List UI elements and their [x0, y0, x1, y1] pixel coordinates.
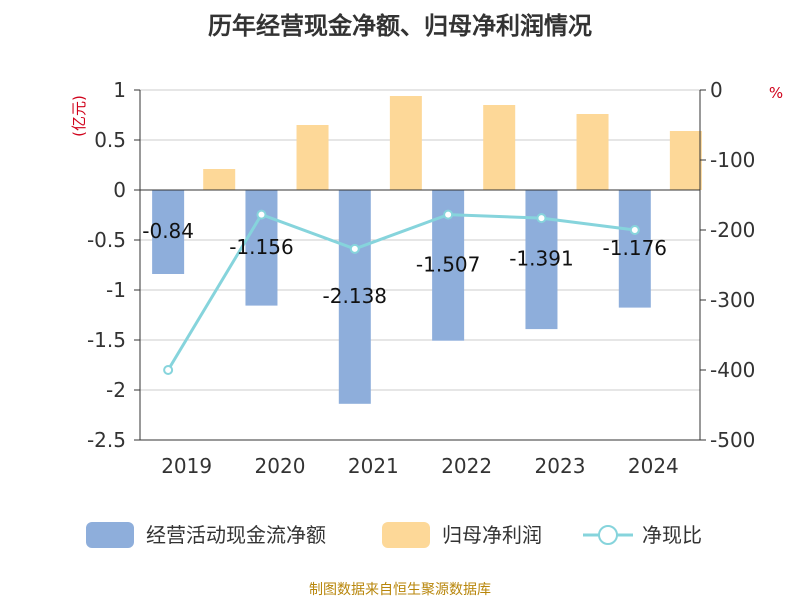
x-tick-label: 2019: [161, 454, 212, 478]
bar-net-profit: [296, 125, 329, 190]
tick-labels: 1 0.5 0 -0.5 -1 -1.5 -2 -2.5 0 -100 -200 -300 -400 -5…: [87, 78, 755, 478]
ratio-point: [629, 225, 640, 235]
bar-operating-cashflow: [338, 190, 371, 404]
cashflow-data-label: -0.84: [142, 219, 194, 243]
ratio-point: [163, 365, 174, 375]
legend-label-ratio: 净现比: [642, 523, 702, 547]
right-tick-label: -500: [710, 428, 755, 452]
bar-operating-cashflow: [152, 190, 185, 274]
left-tick-label: -2.5: [87, 428, 126, 452]
legend-label-profit: 归母净利润: [442, 523, 542, 547]
left-tick-label: 1: [113, 78, 126, 102]
left-tick-label: 0: [113, 178, 126, 202]
left-tick-label: 0.5: [94, 128, 126, 152]
right-tick-label: -300: [710, 288, 755, 312]
cashflow-data-label: -2.138: [323, 284, 387, 308]
bar-operating-cashflow: [245, 190, 278, 306]
left-tick-label: -1.5: [87, 328, 126, 352]
data-source-note: 制图数据来自恒生聚源数据库: [309, 582, 491, 598]
data-labels: -0.84 -1.156 -2.138 -1.507 -1.391 -1.176: [142, 219, 667, 308]
legend-swatch-cashflow: [86, 522, 134, 548]
x-tick-label: 2023: [535, 454, 586, 478]
right-tick-label: -100: [710, 148, 755, 172]
bar-net-profit: [576, 114, 609, 190]
right-tick-label: 0: [710, 78, 723, 102]
cashflow-data-label: -1.176: [603, 236, 667, 260]
bar-operating-cashflow: [618, 190, 651, 308]
ratio-point: [443, 209, 454, 220]
left-tick-label: -2: [106, 378, 126, 402]
chart-title: 历年经营现金净额、归母净利润情况: [208, 12, 592, 40]
legend: 经营活动现金流净额 归母净利润 净现比: [86, 522, 702, 548]
legend-marker-ratio: [598, 525, 618, 545]
right-tick-label: -400: [710, 358, 755, 382]
x-tick-label: 2020: [255, 454, 306, 478]
x-tick-label: 2021: [348, 454, 399, 478]
right-tick-label: -200: [710, 218, 755, 242]
right-axis-unit: %: [769, 84, 783, 102]
left-tick-label: -0.5: [87, 228, 126, 252]
cashflow-data-label: -1.507: [416, 252, 480, 276]
axes: [134, 89, 706, 441]
x-tick-label: 2024: [628, 454, 679, 478]
left-axis-unit: (亿元): [70, 95, 88, 137]
bar-net-profit: [389, 96, 422, 190]
ratio-point: [536, 213, 547, 224]
bar-net-profit: [203, 169, 236, 190]
bar-net-profit: [483, 105, 516, 190]
legend-swatch-profit: [382, 522, 430, 548]
legend-label-cashflow: 经营活动现金流净额: [146, 523, 326, 547]
ratio-line-path: [166, 212, 635, 371]
left-tick-label: -1: [106, 278, 126, 302]
x-tick-label: 2022: [441, 454, 492, 478]
cashflow-data-label: -1.391: [509, 247, 573, 271]
bar-net-profit: [669, 131, 702, 190]
ratio-point: [256, 209, 267, 220]
cashflow-data-label: -1.156: [229, 235, 293, 259]
ratio-line: [163, 209, 640, 375]
ratio-point: [349, 243, 360, 254]
